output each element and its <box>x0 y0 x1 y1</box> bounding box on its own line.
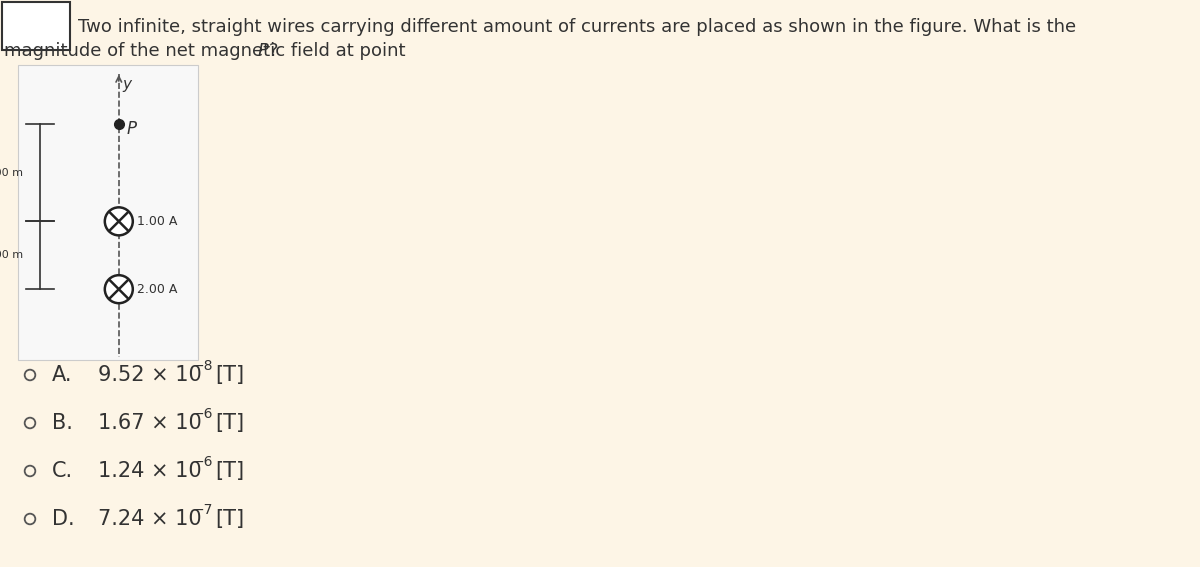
Text: [T]: [T] <box>215 413 244 433</box>
Text: Two infinite, straight wires carrying different amount of currents are placed as: Two infinite, straight wires carrying di… <box>78 18 1076 36</box>
Text: ?: ? <box>269 42 278 60</box>
Text: 1.24 × 10: 1.24 × 10 <box>98 461 202 481</box>
Text: 2.00 A: 2.00 A <box>137 283 178 296</box>
Text: C.: C. <box>52 461 73 481</box>
Text: P: P <box>127 120 137 138</box>
Circle shape <box>104 208 133 235</box>
Text: −7: −7 <box>193 503 214 517</box>
Bar <box>18 65 198 360</box>
Circle shape <box>104 275 133 303</box>
Text: −6: −6 <box>193 407 214 421</box>
Text: 0.300 m: 0.300 m <box>0 168 23 177</box>
Text: D.: D. <box>52 509 74 529</box>
Text: −6: −6 <box>193 455 214 469</box>
Text: [T]: [T] <box>215 365 244 385</box>
Text: A.: A. <box>52 365 72 385</box>
Text: 1.67 × 10: 1.67 × 10 <box>98 413 202 433</box>
Text: P: P <box>258 42 269 60</box>
Text: 1.00 A: 1.00 A <box>137 215 178 228</box>
Text: B.: B. <box>52 413 73 433</box>
Text: 9.52 × 10: 9.52 × 10 <box>98 365 202 385</box>
Text: [T]: [T] <box>215 461 244 481</box>
Text: y: y <box>122 77 131 92</box>
Text: −8: −8 <box>193 359 214 373</box>
Text: 7.24 × 10: 7.24 × 10 <box>98 509 202 529</box>
Text: 0.400 m: 0.400 m <box>0 250 23 260</box>
Text: [T]: [T] <box>215 509 244 529</box>
Text: magnitude of the net magnetic field at point: magnitude of the net magnetic field at p… <box>4 42 412 60</box>
Bar <box>2 2 70 50</box>
